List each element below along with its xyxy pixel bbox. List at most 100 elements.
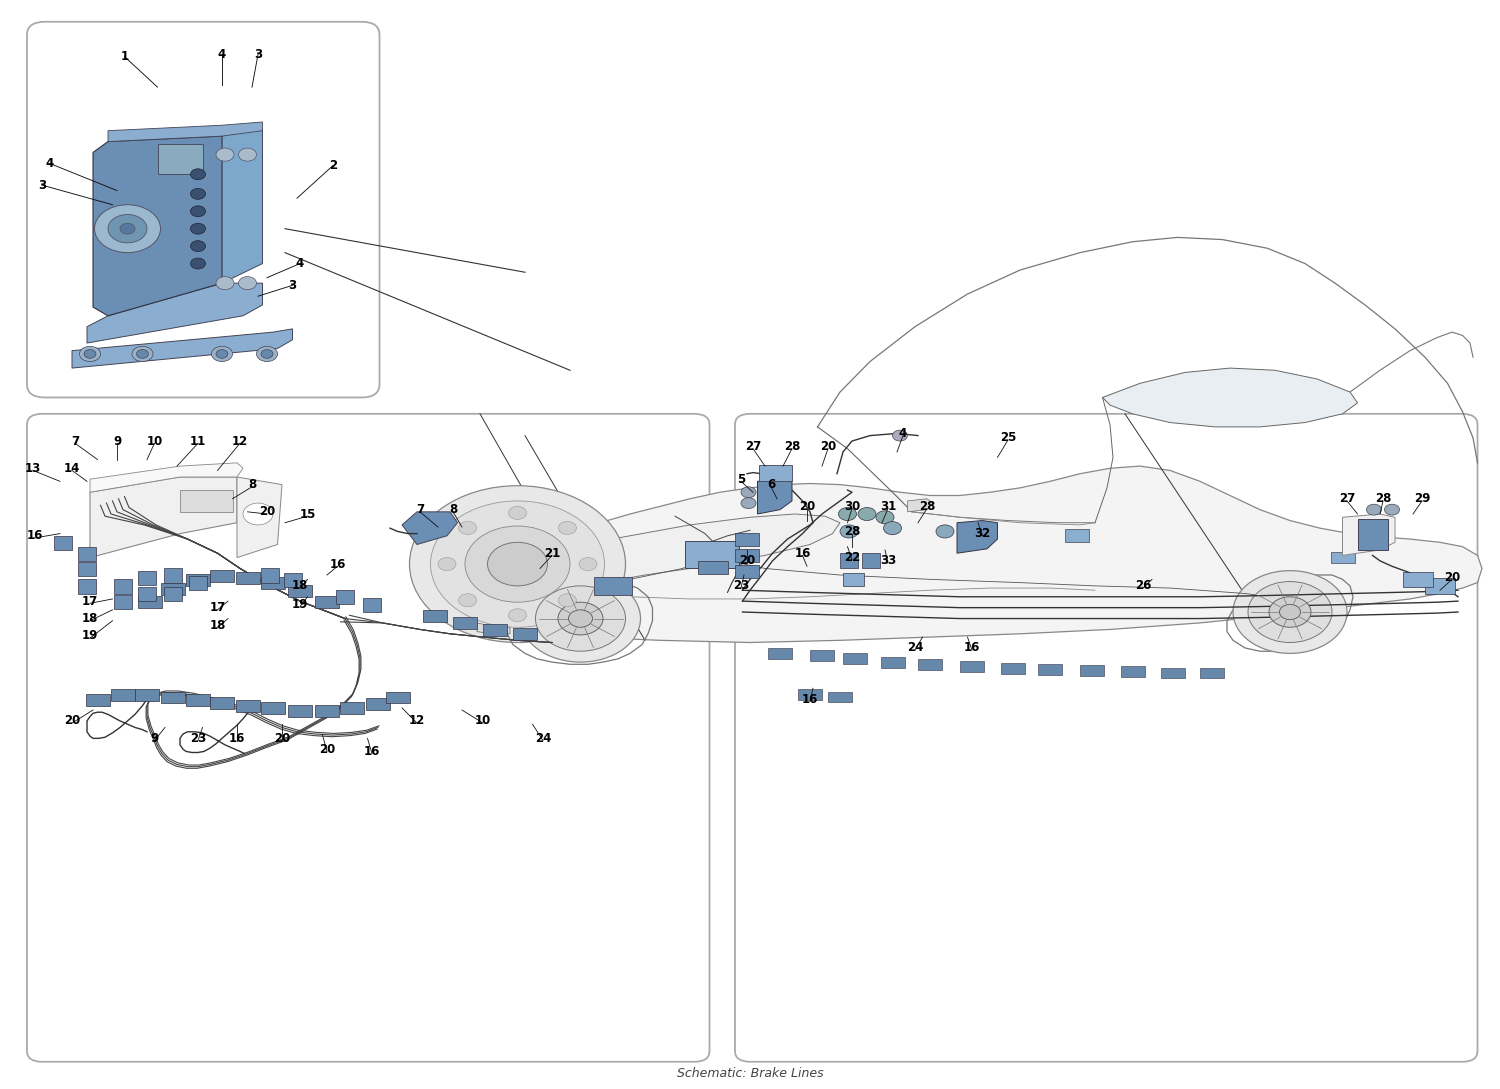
Text: 4: 4 (45, 157, 54, 170)
Bar (735, 533, 759, 546)
Polygon shape (237, 477, 282, 558)
Circle shape (108, 215, 147, 243)
Text: 7: 7 (70, 435, 80, 448)
Text: 16: 16 (964, 641, 980, 654)
Circle shape (1280, 604, 1300, 620)
Text: 4: 4 (217, 48, 226, 61)
Bar (210, 697, 234, 709)
Bar (138, 596, 162, 608)
Circle shape (216, 277, 234, 290)
Text: 24: 24 (908, 641, 922, 654)
Circle shape (216, 350, 228, 358)
Bar (189, 576, 207, 590)
Circle shape (1366, 504, 1382, 515)
Text: 23: 23 (190, 732, 206, 745)
Text: 27: 27 (1340, 492, 1354, 505)
Circle shape (741, 498, 756, 509)
Bar (1038, 664, 1062, 675)
Bar (78, 547, 96, 561)
Bar (735, 565, 759, 578)
Circle shape (558, 594, 576, 607)
Text: 33: 33 (880, 554, 896, 567)
Text: 2: 2 (328, 159, 338, 172)
Text: 10: 10 (147, 435, 162, 448)
Text: 18: 18 (210, 619, 225, 632)
Circle shape (94, 205, 160, 253)
Bar (160, 583, 184, 595)
Circle shape (558, 602, 603, 635)
Text: 29: 29 (1414, 492, 1430, 505)
Text: 9: 9 (112, 435, 122, 448)
Text: 20: 20 (800, 500, 814, 513)
Bar (1000, 663, 1024, 674)
Polygon shape (90, 477, 237, 558)
Bar (261, 568, 279, 583)
Bar (768, 648, 792, 659)
Circle shape (892, 430, 908, 441)
Text: 1: 1 (120, 50, 129, 63)
Bar (78, 579, 96, 594)
Polygon shape (465, 514, 840, 604)
Circle shape (858, 507, 876, 521)
Circle shape (509, 609, 526, 622)
Text: 17: 17 (82, 595, 98, 608)
Circle shape (80, 346, 100, 362)
Bar (423, 610, 447, 622)
Bar (186, 574, 210, 586)
Text: 11: 11 (190, 435, 206, 448)
Polygon shape (908, 499, 933, 512)
FancyBboxPatch shape (27, 22, 380, 397)
Bar (111, 689, 135, 701)
Polygon shape (1342, 514, 1395, 555)
Circle shape (132, 346, 153, 362)
Text: 16: 16 (330, 558, 345, 571)
Text: 28: 28 (844, 525, 859, 538)
Bar (594, 577, 632, 595)
Bar (114, 595, 132, 609)
Text: 18: 18 (292, 579, 308, 592)
Bar (1358, 519, 1388, 550)
Bar (315, 596, 339, 608)
Polygon shape (477, 623, 510, 634)
Bar (336, 590, 354, 604)
FancyBboxPatch shape (27, 414, 709, 1062)
Circle shape (84, 350, 96, 358)
Bar (1330, 552, 1354, 563)
Bar (180, 490, 232, 512)
Text: 32: 32 (975, 527, 990, 540)
Bar (366, 698, 390, 710)
Bar (843, 573, 864, 586)
Bar (483, 624, 507, 636)
Text: 24: 24 (536, 732, 550, 745)
Circle shape (243, 503, 273, 525)
Bar (843, 653, 867, 664)
Bar (686, 541, 740, 568)
Polygon shape (474, 586, 518, 599)
Bar (288, 705, 312, 717)
Text: 22: 22 (844, 551, 859, 564)
Text: 23: 23 (734, 579, 748, 592)
Circle shape (238, 148, 256, 161)
Bar (513, 628, 537, 640)
Text: 3: 3 (254, 48, 262, 61)
Text: 30: 30 (844, 500, 859, 513)
Bar (236, 700, 260, 712)
Bar (1402, 572, 1432, 587)
Circle shape (1248, 582, 1332, 643)
Circle shape (190, 258, 206, 269)
Bar (210, 570, 234, 582)
Circle shape (1384, 504, 1400, 515)
Bar (138, 571, 156, 585)
Text: 5: 5 (736, 473, 746, 486)
Circle shape (430, 501, 604, 627)
Text: 6: 6 (766, 478, 776, 491)
Circle shape (216, 148, 234, 161)
Bar (284, 573, 302, 587)
Bar (1120, 666, 1144, 677)
Circle shape (884, 522, 902, 535)
Circle shape (536, 586, 626, 651)
Text: 19: 19 (292, 598, 308, 611)
Circle shape (509, 506, 526, 519)
Text: 27: 27 (746, 440, 760, 453)
Bar (186, 694, 210, 706)
